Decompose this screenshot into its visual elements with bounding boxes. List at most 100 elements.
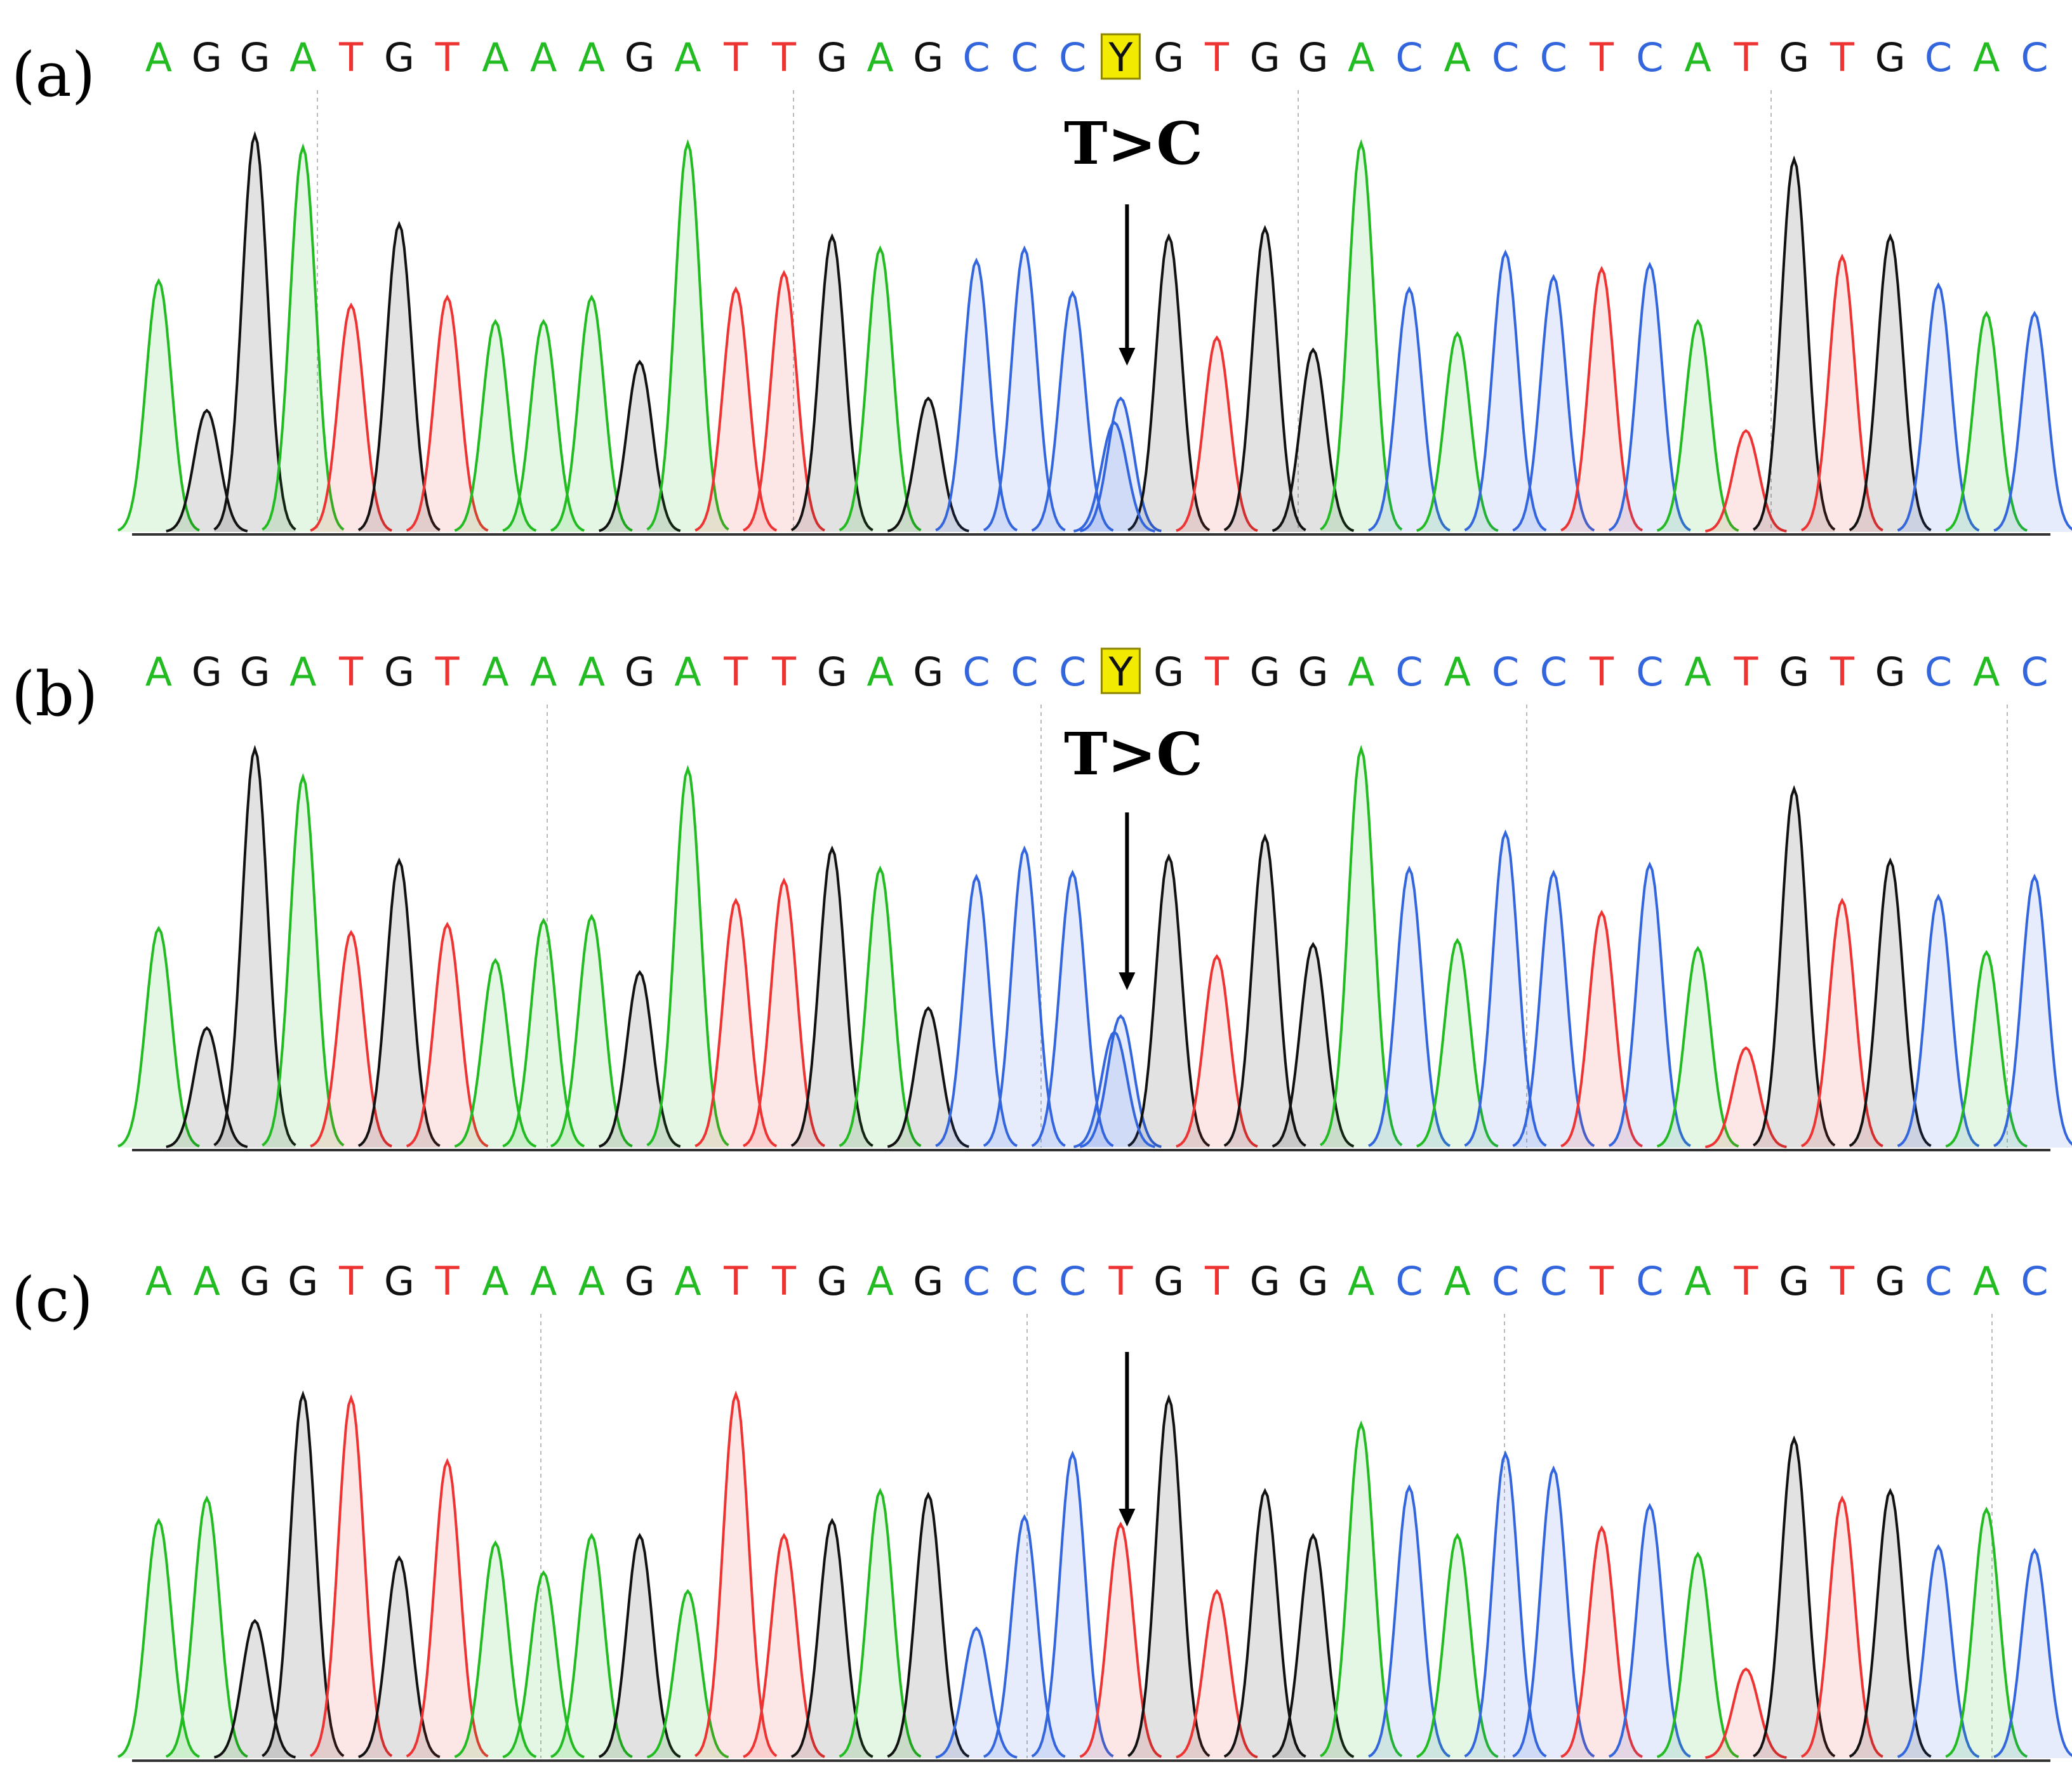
peak-A bbox=[550, 913, 633, 1148]
peak-T bbox=[1705, 1046, 1787, 1149]
peak-A bbox=[165, 1495, 248, 1758]
peak-C bbox=[935, 873, 1018, 1148]
peak-A bbox=[1320, 1420, 1403, 1758]
mutation-label: T>C bbox=[1064, 720, 1203, 788]
peak-G bbox=[213, 745, 296, 1146]
peak-C bbox=[1464, 829, 1547, 1147]
peak-C bbox=[1608, 861, 1691, 1148]
peak-C bbox=[1464, 1450, 1547, 1758]
peak-G bbox=[213, 1619, 296, 1759]
arrowhead-icon bbox=[1119, 348, 1136, 366]
peak-T bbox=[1800, 253, 1883, 532]
base-call-C: C bbox=[962, 34, 990, 81]
base-call-G: G bbox=[1779, 649, 1809, 695]
peak-A bbox=[502, 319, 585, 532]
base-call-G: G bbox=[1250, 34, 1280, 81]
peak-T bbox=[310, 929, 392, 1148]
peak-T bbox=[694, 1390, 778, 1758]
peak-C bbox=[1031, 1450, 1114, 1758]
base-call-A: A bbox=[289, 34, 316, 81]
base-call-Y: Y bbox=[1108, 34, 1132, 81]
base-call-A: A bbox=[482, 649, 508, 695]
base-call-A: A bbox=[578, 34, 605, 81]
peak-T bbox=[743, 877, 825, 1148]
peak-A bbox=[454, 1540, 537, 1758]
panel-label-c: (c) bbox=[11, 1264, 93, 1335]
peak-A bbox=[454, 958, 537, 1148]
trace-peaks bbox=[117, 1390, 2072, 1759]
peak-T bbox=[1705, 1667, 1787, 1759]
base-call-C: C bbox=[1492, 649, 1519, 695]
peak-A bbox=[550, 294, 633, 532]
peak-G bbox=[1752, 155, 1836, 531]
base-call-A: A bbox=[1684, 649, 1711, 695]
peak-A bbox=[1416, 1532, 1499, 1758]
base-call-G: G bbox=[240, 1258, 270, 1304]
base-call-C: C bbox=[1059, 649, 1086, 695]
peak-T bbox=[1560, 910, 1643, 1148]
peak-G bbox=[166, 1026, 248, 1148]
base-call-G: G bbox=[1298, 1258, 1328, 1304]
peak-G bbox=[166, 408, 248, 533]
base-call-A: A bbox=[1684, 34, 1711, 81]
secondary-peak-C bbox=[1073, 1030, 1155, 1148]
base-call-T: T bbox=[1589, 1258, 1614, 1304]
peak-G bbox=[358, 1555, 441, 1758]
base-call-G: G bbox=[384, 649, 415, 695]
base-call-G: G bbox=[240, 34, 270, 81]
peak-T bbox=[406, 922, 489, 1148]
base-call-G: G bbox=[817, 1258, 847, 1304]
peak-G bbox=[262, 1390, 345, 1758]
base-call-C: C bbox=[1059, 1258, 1086, 1304]
base-call-A: A bbox=[289, 649, 316, 695]
peak-C bbox=[1993, 873, 2072, 1148]
base-call-T: T bbox=[435, 34, 460, 81]
peak-C bbox=[1512, 274, 1595, 532]
peak-T bbox=[406, 1457, 489, 1758]
base-call-C: C bbox=[2021, 649, 2048, 695]
base-call-C: C bbox=[1540, 34, 1567, 81]
base-call-T: T bbox=[1589, 649, 1614, 695]
peak-A bbox=[646, 1589, 729, 1759]
base-call-A: A bbox=[530, 1258, 557, 1304]
peak-A bbox=[502, 1570, 585, 1759]
peak-G bbox=[1127, 233, 1211, 531]
base-call-T: T bbox=[435, 649, 460, 695]
peak-T bbox=[1705, 428, 1787, 533]
base-call-G: G bbox=[817, 34, 847, 81]
peak-T bbox=[406, 294, 489, 532]
base-call-G: G bbox=[384, 34, 415, 81]
peak-G bbox=[887, 1006, 969, 1148]
base-call-G: G bbox=[1298, 649, 1328, 695]
base-call-A: A bbox=[1684, 1258, 1711, 1304]
peak-T bbox=[694, 286, 778, 532]
base-call-C: C bbox=[1636, 649, 1663, 695]
base-call-C: C bbox=[1059, 34, 1086, 81]
peak-G bbox=[599, 970, 681, 1148]
base-call-T: T bbox=[1204, 649, 1230, 695]
peak-A bbox=[646, 765, 729, 1147]
base-call-C: C bbox=[1925, 649, 1952, 695]
base-call-C: C bbox=[1925, 1258, 1952, 1304]
base-call-A: A bbox=[530, 34, 557, 81]
base-call-A: A bbox=[674, 1258, 701, 1304]
base-call-G: G bbox=[192, 34, 222, 81]
peak-A bbox=[502, 917, 585, 1148]
arrowhead-icon bbox=[1119, 1509, 1136, 1526]
base-call-C: C bbox=[1395, 34, 1423, 81]
trace-peaks bbox=[117, 131, 2072, 533]
base-call-A: A bbox=[1444, 649, 1471, 695]
peak-T bbox=[1800, 1495, 1883, 1758]
base-call-C: C bbox=[962, 1258, 990, 1304]
base-call-C: C bbox=[1011, 34, 1038, 81]
peak-C bbox=[935, 1626, 1018, 1759]
ambiguous-base-highlight bbox=[1100, 33, 1141, 80]
peak-C bbox=[1368, 865, 1451, 1148]
peak-A bbox=[550, 1532, 633, 1758]
base-call-A: A bbox=[867, 1258, 893, 1304]
peak-G bbox=[790, 845, 873, 1147]
